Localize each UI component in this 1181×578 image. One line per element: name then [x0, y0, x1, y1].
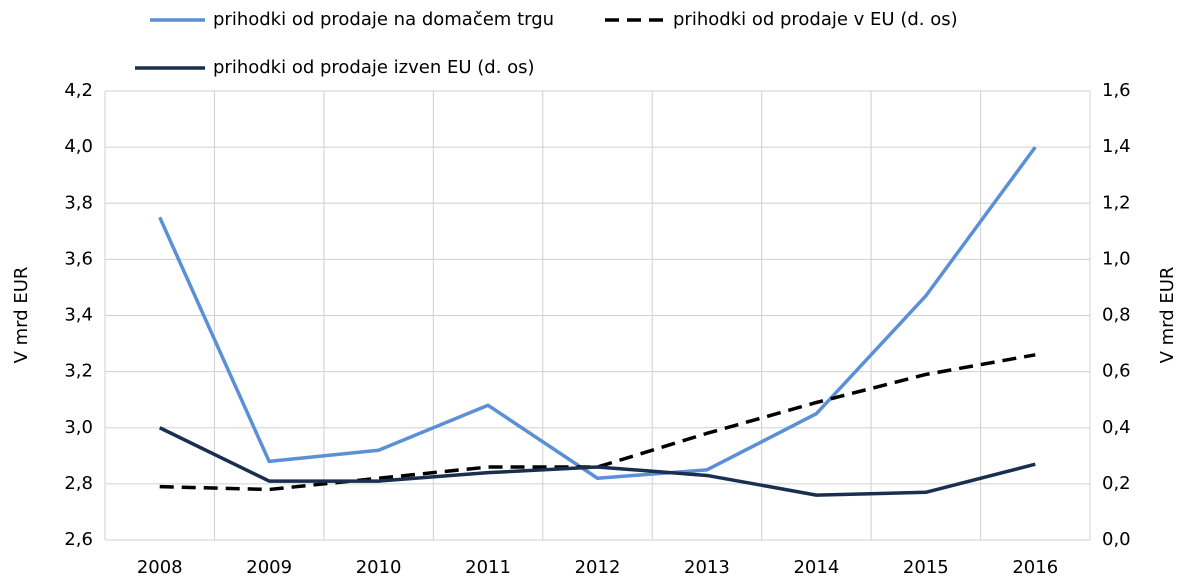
legend-label: prihodki od prodaje v EU (d. os)	[673, 9, 958, 30]
y-tick-label: 3,0	[64, 417, 93, 438]
y-tick-label: 3,4	[64, 305, 93, 326]
x-tick-label: 2016	[1012, 557, 1058, 578]
x-tick-label: 2008	[137, 557, 183, 578]
y2-tick-label: 1,2	[1102, 192, 1131, 213]
y-tick-label: 2,8	[64, 473, 93, 494]
series-line	[159, 353, 1036, 492]
y-tick-label: 3,8	[64, 192, 93, 213]
x-tick-label: 2015	[903, 557, 949, 578]
series-line	[158, 146, 1037, 481]
x-tick-label: 2011	[465, 557, 511, 578]
x-tick-label: 2010	[356, 557, 402, 578]
y2-tick-label: 1,6	[1102, 80, 1131, 101]
x-tick-label: 2013	[684, 557, 730, 578]
y-tick-label: 3,2	[64, 361, 93, 382]
y-tick-label: 4,2	[64, 80, 93, 101]
x-tick-label: 2014	[793, 557, 839, 578]
y-axis-label: V mrd EUR	[11, 267, 32, 364]
y-tick-label: 3,6	[64, 248, 93, 269]
y-tick-label: 2,6	[64, 529, 93, 550]
y2-tick-label: 0,4	[1102, 417, 1131, 438]
y-tick-label: 4,0	[64, 136, 93, 157]
legend-label: prihodki od prodaje na domačem trgu	[213, 9, 554, 30]
y2-tick-label: 0,0	[1102, 529, 1131, 550]
series-line	[158, 426, 1036, 497]
legend-label: prihodki od prodaje izven EU (d. os)	[213, 57, 535, 78]
y2-tick-label: 1,4	[1102, 136, 1131, 157]
y2-axis-label: V mrd EUR	[1157, 267, 1178, 364]
y2-tick-label: 0,2	[1102, 473, 1131, 494]
y2-tick-label: 1,0	[1102, 248, 1131, 269]
y2-tick-label: 0,6	[1102, 361, 1131, 382]
x-tick-label: 2009	[246, 557, 292, 578]
y2-tick-label: 0,8	[1102, 305, 1131, 326]
x-tick-label: 2012	[575, 557, 621, 578]
